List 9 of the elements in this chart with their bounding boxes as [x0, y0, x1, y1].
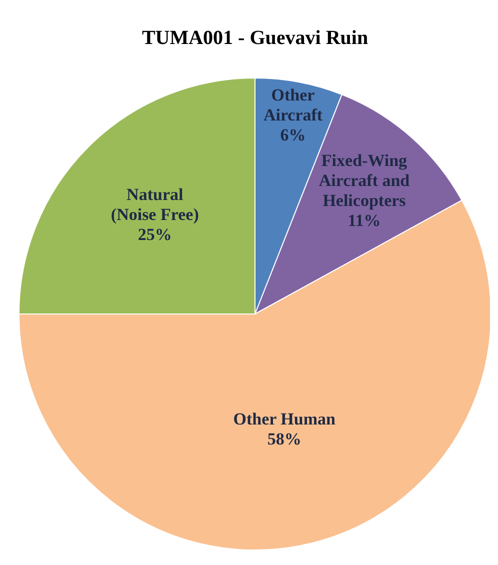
chart-title: TUMA001 - Guevavi Ruin — [142, 27, 368, 49]
slice-label: Other Human — [233, 409, 336, 428]
data-label: 11% — [348, 211, 381, 230]
data-label: 6% — [280, 126, 306, 145]
slice-label: Natural (Noise Free) — [110, 184, 199, 224]
data-label: 58% — [267, 429, 302, 448]
slice-label: Fixed-Wing Aircraft and Helicopters — [318, 151, 410, 210]
slice-label: Other Aircraft — [263, 86, 323, 125]
data-label: 25% — [138, 224, 172, 244]
